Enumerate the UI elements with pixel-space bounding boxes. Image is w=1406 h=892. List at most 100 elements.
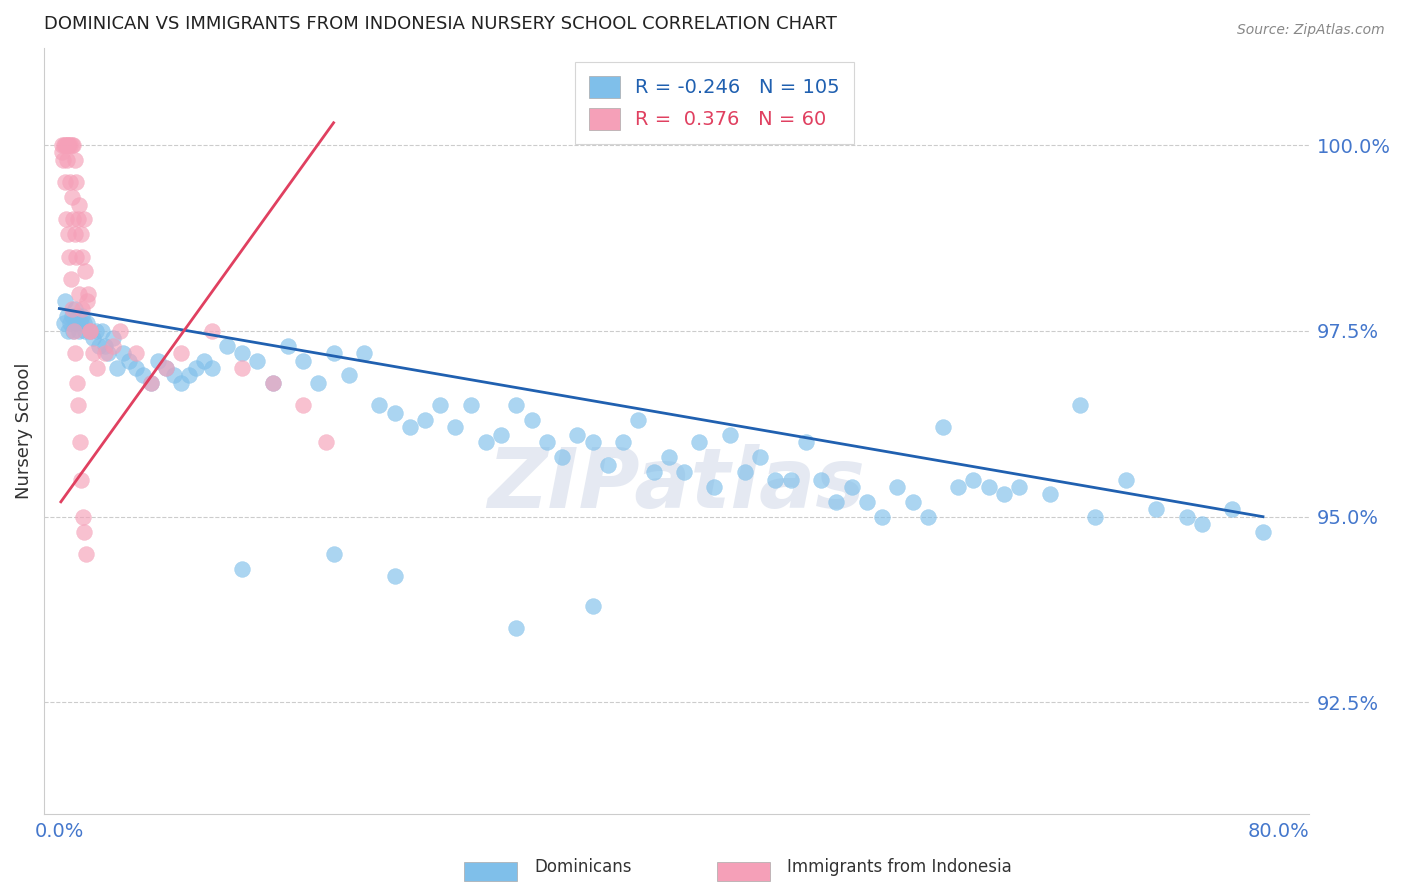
Point [51, 138, 73, 153]
Point [73, 212, 96, 227]
Point [70, 250, 93, 264]
Text: Source: ZipAtlas.com: Source: ZipAtlas.com [1237, 23, 1385, 37]
Point [76, 317, 98, 331]
Point [977, 480, 1000, 494]
Point [1222, 502, 1244, 516]
Point [118, 353, 141, 368]
Point [1144, 502, 1167, 516]
Point [856, 495, 879, 509]
Point [672, 465, 695, 479]
Point [765, 473, 787, 487]
Point [948, 480, 970, 494]
Point [170, 346, 193, 360]
Point [734, 465, 756, 479]
Point [779, 473, 801, 487]
Point [277, 339, 299, 353]
Point [63, 301, 86, 316]
Point [75, 547, 97, 561]
Point [63, 153, 86, 167]
Point [460, 398, 482, 412]
Point [94, 339, 117, 353]
Point [825, 495, 848, 509]
Point [55, 294, 77, 309]
Point [65, 175, 87, 189]
Point [70, 309, 93, 323]
Point [1175, 509, 1198, 524]
Point [1251, 524, 1274, 539]
Point [627, 413, 650, 427]
Point [536, 435, 558, 450]
Point [215, 339, 238, 353]
Point [72, 509, 94, 524]
Point [60, 190, 83, 204]
Point [444, 420, 467, 434]
Point [55, 138, 77, 153]
Point [62, 138, 84, 153]
Point [1069, 398, 1091, 412]
Point [65, 250, 87, 264]
Point [60, 309, 83, 323]
Point [993, 487, 1015, 501]
Point [52, 138, 75, 153]
Point [73, 317, 96, 331]
Point [62, 212, 84, 227]
Point [110, 324, 132, 338]
Point [337, 368, 360, 383]
Point [231, 346, 253, 360]
Point [292, 398, 315, 412]
Point [91, 324, 114, 338]
Point [105, 361, 128, 376]
Point [794, 435, 817, 450]
Point [51, 145, 73, 160]
Point [67, 286, 90, 301]
Point [489, 428, 512, 442]
Point [55, 212, 77, 227]
Point [841, 480, 863, 494]
Point [148, 353, 170, 368]
Point [322, 346, 344, 360]
Y-axis label: Nursery School: Nursery School [15, 363, 32, 500]
Point [262, 376, 284, 390]
Point [69, 435, 91, 450]
Point [53, 175, 76, 189]
Text: Immigrants from Indonesia: Immigrants from Indonesia [787, 858, 1012, 876]
Point [86, 361, 108, 376]
Point [384, 569, 406, 583]
Point [1008, 480, 1031, 494]
Point [962, 473, 984, 487]
Point [322, 547, 344, 561]
Text: DOMINICAN VS IMMIGRANTS FROM INDONESIA NURSERY SCHOOL CORRELATION CHART: DOMINICAN VS IMMIGRANTS FROM INDONESIA N… [44, 15, 837, 33]
Point [170, 376, 193, 390]
Point [65, 346, 87, 360]
Point [749, 450, 772, 465]
Text: ZIPatlas: ZIPatlas [488, 444, 865, 525]
Point [60, 301, 83, 316]
Point [59, 138, 82, 153]
Point [353, 346, 375, 360]
Point [155, 361, 177, 376]
Point [67, 398, 90, 412]
Point [1191, 517, 1213, 532]
Point [505, 621, 527, 635]
Point [581, 435, 603, 450]
Point [56, 309, 79, 323]
Point [52, 317, 75, 331]
Point [79, 324, 101, 338]
Point [52, 153, 75, 167]
Point [231, 562, 253, 576]
Point [551, 450, 574, 465]
Point [124, 361, 146, 376]
Point [63, 324, 86, 338]
Point [79, 324, 101, 338]
Point [307, 376, 329, 390]
Point [201, 361, 224, 376]
Point [132, 368, 155, 383]
Point [70, 473, 93, 487]
Point [520, 413, 543, 427]
Point [139, 376, 162, 390]
Point [193, 353, 215, 368]
Point [718, 428, 741, 442]
Point [155, 361, 177, 376]
Point [384, 406, 406, 420]
Point [368, 398, 391, 412]
